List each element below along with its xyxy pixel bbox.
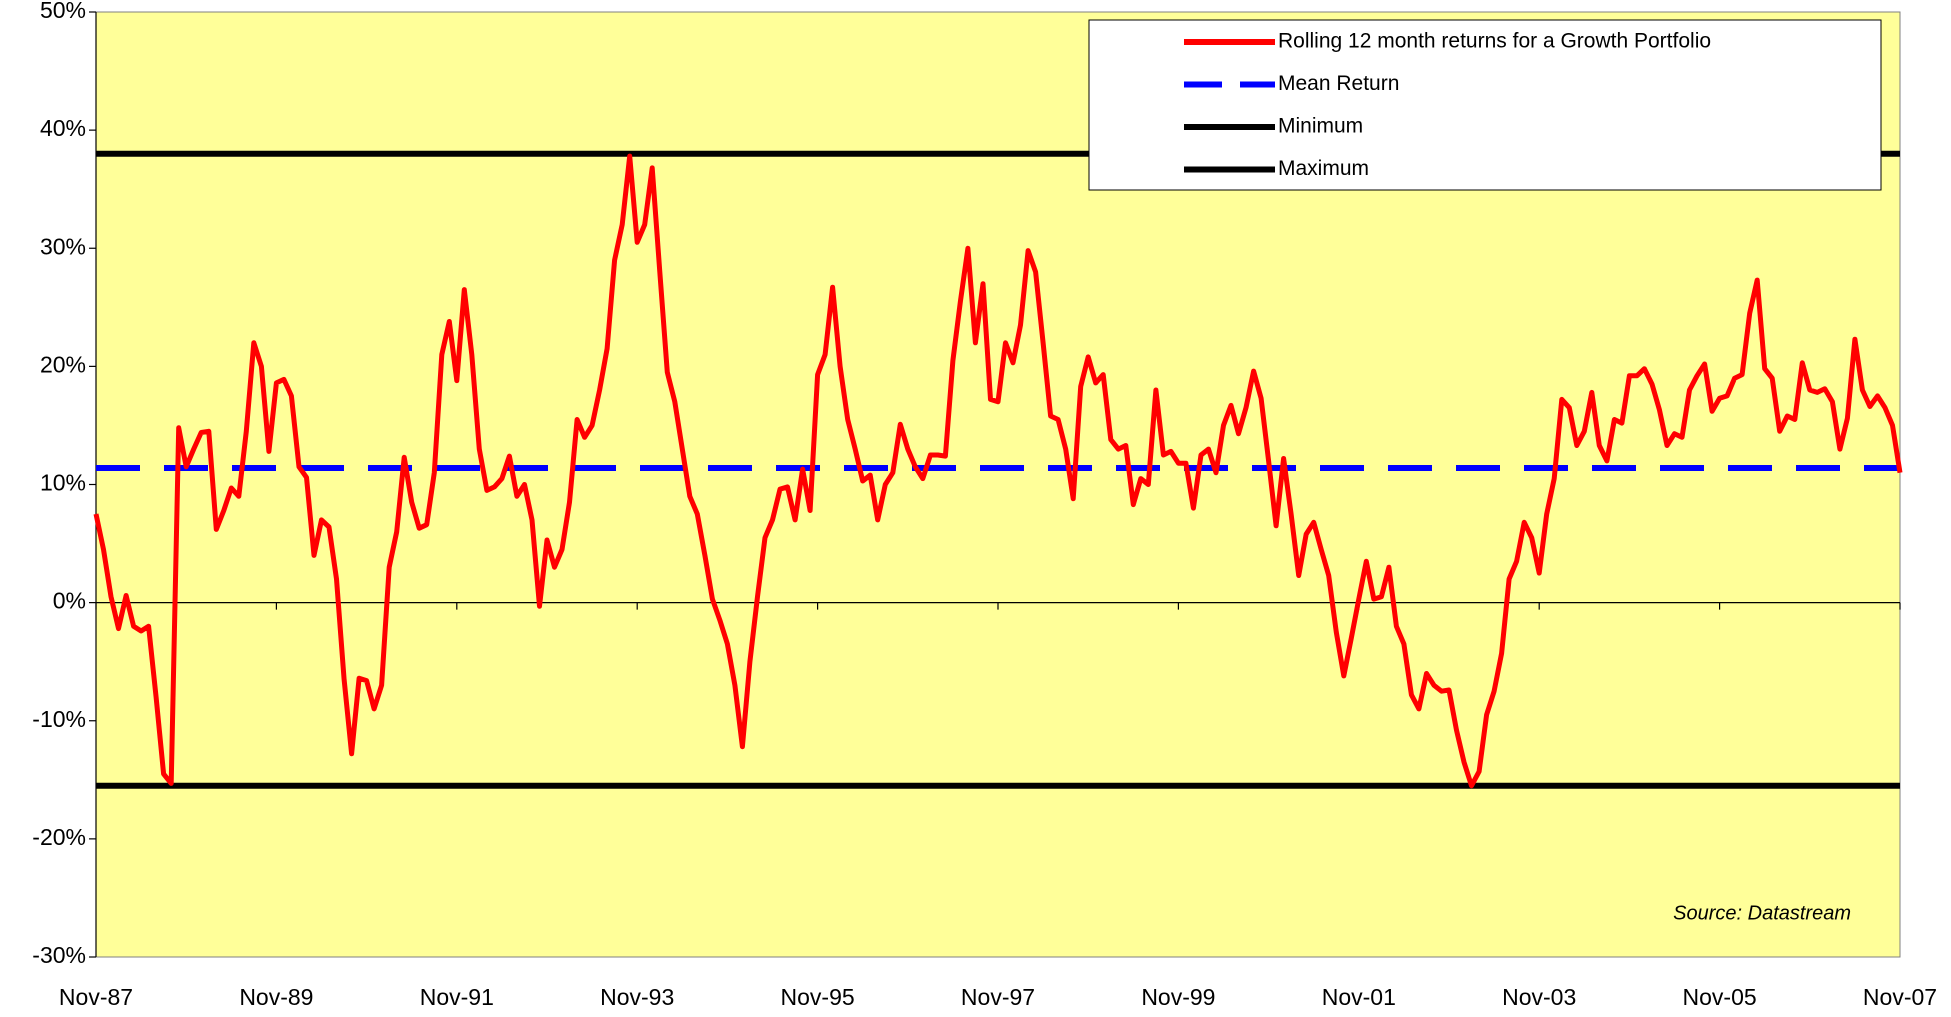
x-tick-label: Nov-93 <box>600 984 674 1010</box>
x-tick-label: Nov-05 <box>1683 984 1757 1010</box>
legend-label: Mean Return <box>1278 72 1399 95</box>
x-tick-label: Nov-03 <box>1502 984 1576 1010</box>
y-tick-label: 20% <box>40 351 86 377</box>
y-tick-label: -10% <box>32 706 86 732</box>
legend-label: Rolling 12 month returns for a Growth Po… <box>1278 30 1711 53</box>
series-line <box>93 153 1903 789</box>
x-tick-label: Nov-91 <box>420 984 494 1010</box>
source-note: Source: Datastream <box>1673 902 1851 924</box>
y-tick-label: 0% <box>53 588 86 614</box>
y-tick-label: -30% <box>32 942 86 968</box>
x-tick-label: Nov-99 <box>1141 984 1215 1010</box>
x-tick-label: Nov-89 <box>239 984 313 1010</box>
y-tick-label: 30% <box>40 233 86 259</box>
legend-label: Maximum <box>1278 157 1369 180</box>
x-tick-label: Nov-87 <box>59 984 133 1010</box>
x-tick-label: Nov-07 <box>1863 984 1937 1010</box>
y-tick-label: 40% <box>40 115 86 141</box>
x-tick-label: Nov-95 <box>781 984 855 1010</box>
x-tick-label: Nov-97 <box>961 984 1035 1010</box>
y-tick-label: 50% <box>40 0 86 23</box>
y-tick-label: -20% <box>32 824 86 850</box>
legend-box <box>1088 19 1882 191</box>
y-tick-label: 10% <box>40 470 86 496</box>
x-tick-label: Nov-01 <box>1322 984 1396 1010</box>
legend-label: Minimum <box>1278 115 1363 138</box>
